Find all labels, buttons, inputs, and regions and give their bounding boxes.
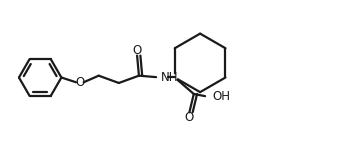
Text: O: O	[132, 44, 142, 57]
Text: O: O	[75, 76, 84, 89]
Text: OH: OH	[212, 90, 230, 103]
Text: O: O	[185, 111, 194, 124]
Text: NH: NH	[161, 71, 178, 84]
